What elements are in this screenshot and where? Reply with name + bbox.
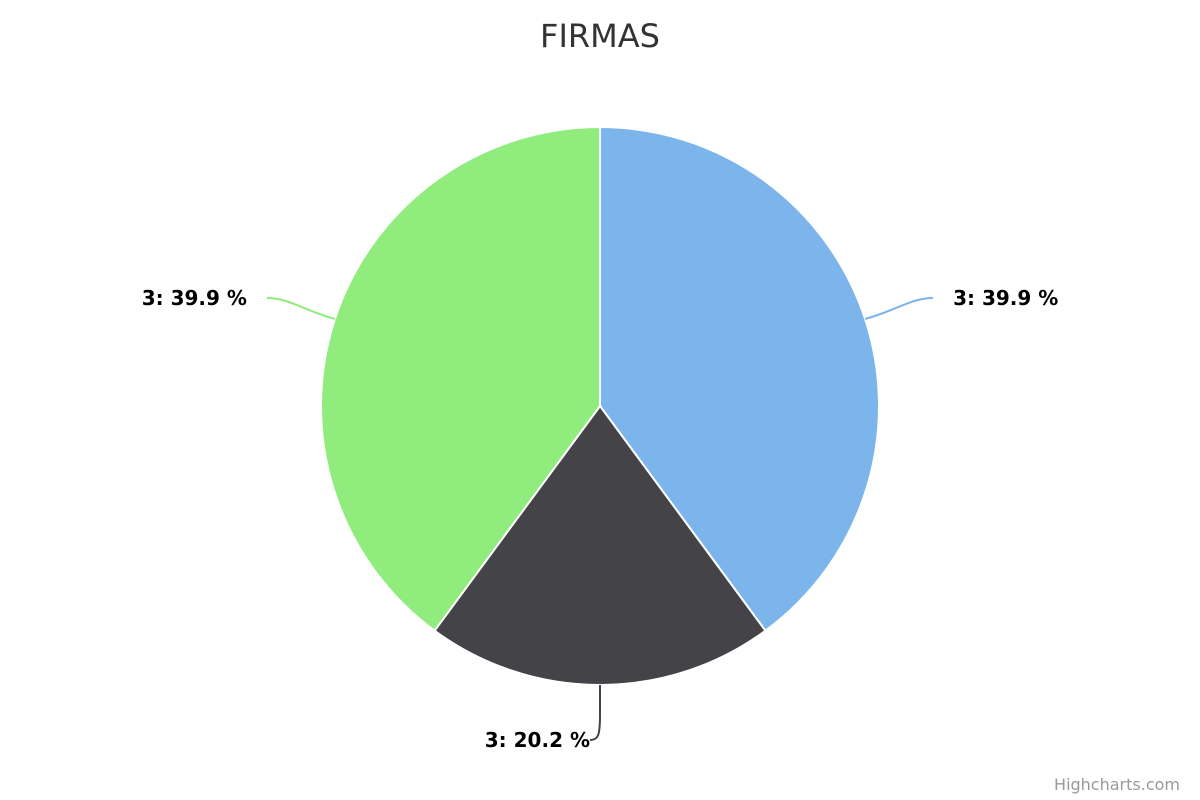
label-connector-0: [864, 296, 934, 320]
data-label-2: 3: 39.9 %: [142, 286, 247, 310]
pie-slices: [320, 126, 880, 686]
data-label-0: 3: 39.9 %: [953, 286, 1058, 310]
chart-title: FIRMAS: [540, 17, 660, 55]
label-connectors: [266, 296, 934, 741]
pie-slice-0[interactable]: [599, 126, 880, 632]
data-labels: 3: 39.9 % 3: 20.2 % 3: 39.9 %: [142, 286, 1059, 752]
label-connector-2: [266, 296, 336, 320]
data-label-1: 3: 20.2 %: [485, 728, 590, 752]
credits-link[interactable]: Highcharts.com: [1054, 775, 1180, 794]
label-connector-1: [589, 685, 601, 741]
pie-slice-2[interactable]: [320, 126, 601, 632]
